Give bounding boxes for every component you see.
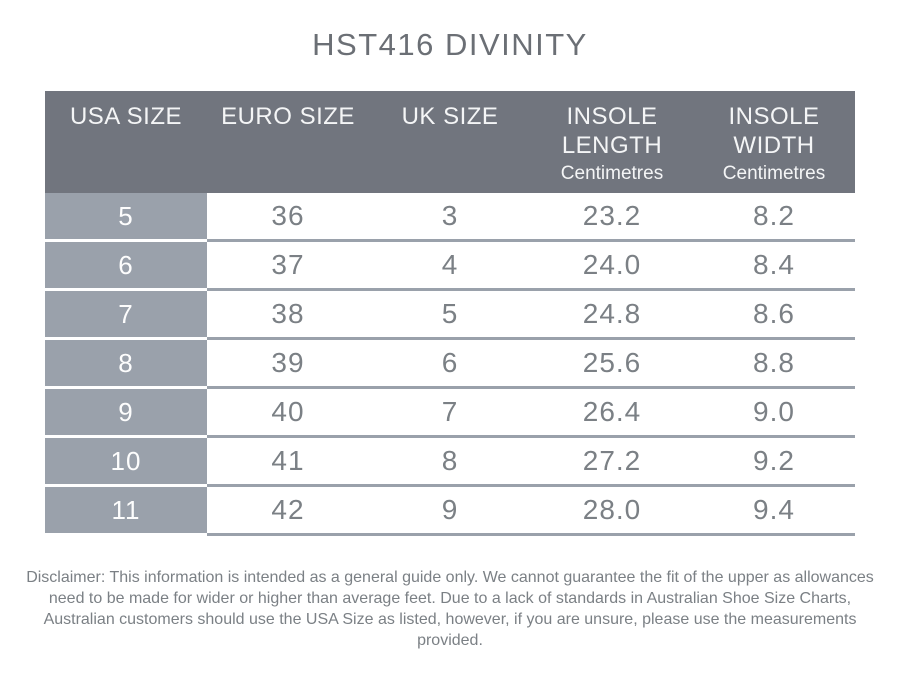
usa-size-cell: 7 [45,291,207,337]
table-row: 8 39 6 25.6 8.8 [45,340,855,386]
euro-size-cell: 40 [207,389,369,435]
row-separator-line [207,435,855,438]
uk-size-cell: 9 [369,487,531,533]
euro-size-cell: 38 [207,291,369,337]
table-row: 6 37 4 24.0 8.4 [45,242,855,288]
insole-width-cell: 8.2 [693,193,855,239]
column-header-unit: Centimetres [560,163,664,184]
row-separator [45,386,855,389]
row-separator [45,533,855,536]
column-header-uk-size: UK SIZE [369,91,531,193]
row-separator [45,435,855,438]
row-separator-left [45,239,207,242]
insole-width-cell: 9.0 [693,389,855,435]
insole-length-cell: 24.8 [531,291,693,337]
insole-width-cell: 8.6 [693,291,855,337]
insole-length-cell: 25.6 [531,340,693,386]
euro-size-cell: 41 [207,438,369,484]
insole-width-cell: 8.8 [693,340,855,386]
usa-size-cell: 6 [45,242,207,288]
row-separator [45,288,855,291]
insole-length-cell: 23.2 [531,193,693,239]
usa-size-cell: 5 [45,193,207,239]
uk-size-cell: 7 [369,389,531,435]
uk-size-cell: 6 [369,340,531,386]
column-header-usa-size: USA SIZE [45,91,207,193]
uk-size-cell: 4 [369,242,531,288]
euro-size-cell: 37 [207,242,369,288]
page-title: HST416 DIVINITY [312,27,588,62]
insole-length-cell: 24.0 [531,242,693,288]
column-header-label: USA SIZE [69,103,183,130]
row-separator [45,239,855,242]
table-body: 5 36 3 23.2 8.2 6 37 4 24.0 8.4 7 38 5 24.8 8.6 8 39 6 25.… [45,193,855,536]
table-row: 5 36 3 23.2 8.2 [45,193,855,239]
insole-width-cell: 9.4 [693,487,855,533]
column-header-label: INSOLE LENGTH [561,103,663,159]
table-row: 9 40 7 26.4 9.0 [45,389,855,435]
table-row: 10 41 8 27.2 9.2 [45,438,855,484]
uk-size-cell: 5 [369,291,531,337]
usa-size-cell: 10 [45,438,207,484]
column-header-insole-length: INSOLE LENGTH Centimetres [531,91,693,193]
euro-size-cell: 42 [207,487,369,533]
table-row: 7 38 5 24.8 8.6 [45,291,855,337]
row-separator-line [207,533,855,536]
row-separator-line [207,239,855,242]
row-separator [45,337,855,340]
column-header-label: UK SIZE [401,103,499,130]
column-header-label: EURO SIZE [221,103,355,130]
insole-width-cell: 9.2 [693,438,855,484]
uk-size-cell: 8 [369,438,531,484]
row-separator-line [207,484,855,487]
table-header-row: USA SIZE EURO SIZE UK SIZE INSOLE LENGTH… [45,91,855,193]
insole-length-cell: 27.2 [531,438,693,484]
row-separator-left [45,533,207,536]
row-separator [45,484,855,487]
insole-width-cell: 8.4 [693,242,855,288]
column-header-label: INSOLE WIDTH [728,103,820,159]
row-separator-left [45,484,207,487]
row-separator-line [207,337,855,340]
column-header-euro-size: EURO SIZE [207,91,369,193]
column-header-insole-width: INSOLE WIDTH Centimetres [693,91,855,193]
uk-size-cell: 3 [369,193,531,239]
row-separator-line [207,386,855,389]
euro-size-cell: 39 [207,340,369,386]
usa-size-cell: 11 [45,487,207,533]
column-header-unit: Centimetres [722,163,826,184]
row-separator-left [45,386,207,389]
euro-size-cell: 36 [207,193,369,239]
row-separator-line [207,288,855,291]
table-row: 11 42 9 28.0 9.4 [45,487,855,533]
row-separator-left [45,337,207,340]
size-chart-table: USA SIZE EURO SIZE UK SIZE INSOLE LENGTH… [45,91,855,536]
disclaimer-text: Disclaimer: This information is intended… [26,569,874,649]
usa-size-cell: 8 [45,340,207,386]
usa-size-cell: 9 [45,389,207,435]
row-separator-left [45,288,207,291]
insole-length-cell: 26.4 [531,389,693,435]
insole-length-cell: 28.0 [531,487,693,533]
row-separator-left [45,435,207,438]
